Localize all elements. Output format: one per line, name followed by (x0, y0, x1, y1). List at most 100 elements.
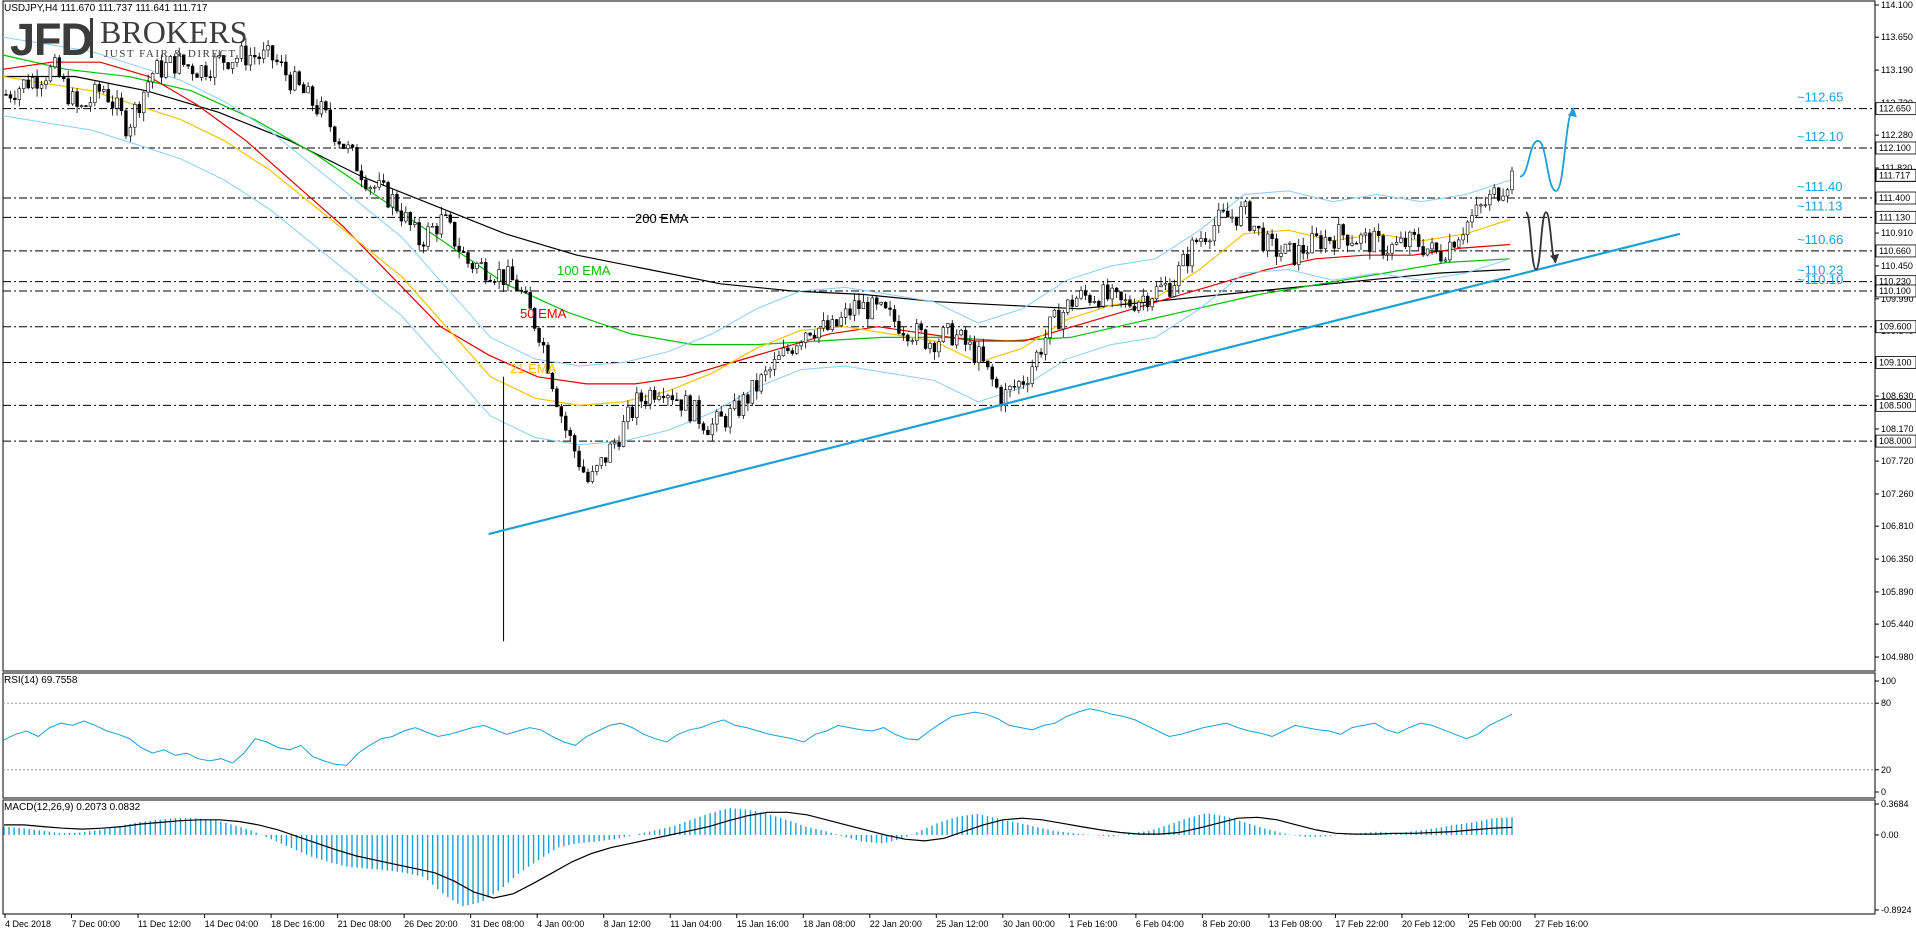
candle-body (44, 80, 48, 85)
time-axis: 4 Dec 2018 7 Dec 00:00 11 Dec 12:00 14 Dec … (3, 913, 1875, 929)
price-tick-label: 114.100 (1881, 0, 1913, 10)
candle-body (1066, 299, 1070, 313)
candle-body (244, 45, 248, 66)
level-box-label: 109.600 (1879, 322, 1912, 332)
level-box (1875, 191, 1916, 205)
candle-body (84, 105, 88, 107)
candle-body (413, 222, 417, 226)
time-tick-label: 4 Jan 00:00 (537, 919, 584, 929)
candle-body (221, 55, 226, 63)
candle-body (1243, 201, 1248, 207)
candle-body (1297, 244, 1301, 265)
candle-body (1123, 299, 1128, 302)
price-tick-label: 113.190 (1881, 65, 1913, 75)
candle-body (390, 194, 395, 208)
candle-body (155, 60, 159, 74)
candle-body (284, 61, 288, 76)
candle-body (715, 411, 719, 425)
candle-body (1328, 237, 1332, 242)
candle-body (1488, 194, 1492, 206)
candle-body (932, 342, 937, 353)
candle-body (266, 45, 270, 51)
time-tick-label: 11 Dec 12:00 (138, 919, 191, 929)
candle-body (937, 341, 941, 353)
candle-body (1203, 238, 1208, 243)
candle-body (301, 84, 306, 94)
candle-body (484, 262, 488, 281)
candle-body (1261, 227, 1265, 252)
candle-body (723, 415, 728, 428)
candle-body (1239, 206, 1243, 226)
candle-body (359, 170, 364, 181)
candle-body (879, 302, 883, 305)
candle-body (1412, 231, 1416, 235)
rsi-panel: 100 80 20 0 (3, 676, 1896, 797)
candle-body (835, 319, 839, 326)
candle-body (1221, 209, 1225, 212)
candle-body (1421, 246, 1425, 256)
candle-body (790, 350, 795, 354)
candle-body (506, 266, 510, 286)
time-tick-label: 25 Jan 12:00 (936, 919, 988, 929)
candle-body (812, 334, 817, 339)
rsi-tick-label: 0 (1881, 787, 1886, 797)
macd-title: MACD(12,26,9) 0.2073 0.0832 (4, 802, 141, 813)
candle-body (883, 302, 888, 309)
candle-body (430, 225, 435, 228)
candle-body (1417, 234, 1421, 247)
candle-body (1128, 299, 1132, 307)
time-tick-label: 15 Jan 16:00 (737, 919, 789, 929)
candle-body (1363, 232, 1368, 236)
time-tick-label: 26 Dec 20:00 (404, 919, 458, 929)
candle-body (839, 316, 843, 326)
candle-body (355, 147, 359, 172)
candle-body (53, 57, 57, 68)
level-box (1875, 356, 1916, 369)
candle-body (124, 110, 128, 137)
candle-body (435, 225, 439, 235)
candle-body (843, 308, 848, 318)
candle-body (861, 301, 866, 309)
candle-body (1101, 284, 1105, 307)
level-annotation: ~112.65 (1797, 90, 1843, 105)
candle-body (1465, 221, 1470, 236)
macd-panel: 0.3684 0.00 -0.8924 (3, 799, 1912, 915)
candle-body (737, 400, 741, 416)
candle-body (1003, 389, 1008, 407)
candle-body (119, 97, 124, 112)
candle-body (892, 309, 897, 322)
candle-body (1097, 301, 1101, 307)
candle-body (706, 429, 710, 436)
candle-body (595, 465, 599, 472)
time-tick-label: 30 Jan 00:00 (1003, 919, 1055, 929)
candle-body (586, 471, 590, 483)
candle-body (337, 141, 341, 145)
candle-body (66, 78, 70, 105)
macd-tick-label: -0.8924 (1881, 905, 1912, 915)
candle-body (977, 346, 981, 363)
candle-body (763, 370, 768, 376)
candle-body (97, 84, 101, 92)
candle-body (226, 62, 230, 69)
candle-body (1257, 225, 1261, 229)
candle-body (572, 435, 577, 452)
candle-body (475, 263, 479, 269)
level-annotation: ~111.40 (1797, 179, 1842, 194)
candle-body (657, 395, 661, 400)
time-tick-label: 8 Jan 12:00 (604, 919, 651, 929)
candle-body (1456, 239, 1461, 248)
candle-body (795, 345, 799, 354)
level-box (1875, 244, 1916, 258)
candle-body (1177, 265, 1181, 286)
ema-label: 21 EMA (510, 361, 557, 376)
candle-body (26, 79, 30, 89)
candle-body (1510, 170, 1514, 191)
candle-body (190, 65, 195, 75)
time-tick-label: 17 Feb 22:00 (1335, 919, 1388, 929)
candle-body (581, 466, 586, 473)
candle-body (897, 321, 901, 334)
candle-body (288, 74, 293, 91)
candle-body (324, 101, 328, 111)
candle-body (1314, 233, 1319, 236)
candle-body (599, 457, 603, 466)
